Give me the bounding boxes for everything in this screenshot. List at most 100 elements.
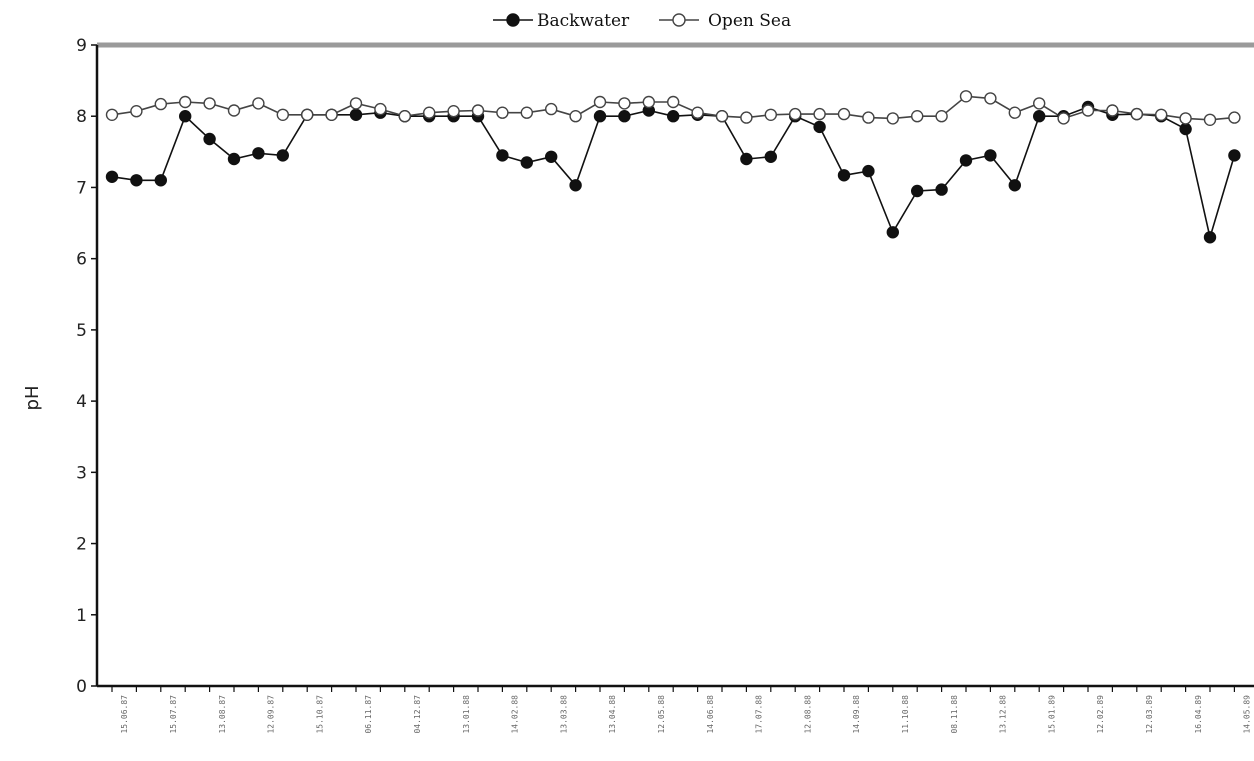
- data-point-backwater: [349, 108, 363, 122]
- data-point-backwater: [1203, 231, 1217, 244]
- x-tick-label: 13.03.88: [559, 695, 568, 734]
- data-point-backwater: [886, 226, 899, 239]
- x-tick-label: 06.11.87: [364, 695, 373, 734]
- data-point-open-sea: [374, 102, 387, 116]
- data-point-open-sea: [715, 109, 729, 123]
- y-tick-label: 9: [76, 36, 87, 56]
- legend-open-sea-marker: [672, 13, 686, 27]
- y-tick-label: 0: [76, 677, 87, 697]
- data-point-open-sea: [178, 95, 192, 109]
- x-tick-label: 11.10.88: [901, 695, 910, 734]
- legend-backwater-marker: [506, 13, 520, 27]
- legend-open-sea-label: Open Sea: [708, 11, 791, 31]
- data-point-open-sea: [984, 92, 997, 105]
- data-point-backwater: [911, 184, 924, 198]
- x-tick-label: 15.07.87: [169, 695, 178, 734]
- data-point-open-sea: [154, 97, 168, 111]
- data-point-open-sea: [203, 97, 216, 110]
- data-point-open-sea: [471, 104, 485, 117]
- x-tick-label: 15.06.87: [120, 695, 129, 734]
- data-point-backwater: [984, 149, 997, 162]
- data-point-open-sea: [496, 106, 509, 119]
- data-point-open-sea: [325, 108, 338, 122]
- x-tick-label: 16.04.89: [1194, 695, 1203, 734]
- data-point-backwater: [593, 109, 607, 123]
- data-point-backwater: [862, 164, 875, 178]
- data-point-backwater: [959, 154, 973, 167]
- data-point-backwater: [105, 170, 119, 184]
- data-point-open-sea: [130, 104, 143, 118]
- data-point-open-sea: [301, 108, 314, 122]
- x-tick-label: 12.09.87: [267, 695, 276, 734]
- data-point-backwater: [130, 174, 143, 187]
- data-point-open-sea: [789, 107, 802, 121]
- data-point-open-sea: [398, 109, 411, 123]
- legend-backwater-label: Backwater: [537, 11, 630, 31]
- legend: Backwater Open Sea: [493, 11, 791, 31]
- data-point-backwater: [569, 179, 582, 192]
- data-point-open-sea: [545, 102, 558, 116]
- data-point-open-sea: [813, 107, 826, 121]
- data-point-open-sea: [837, 107, 851, 121]
- data-point-backwater: [935, 183, 948, 196]
- data-point-open-sea: [1228, 111, 1241, 124]
- data-point-open-sea: [959, 90, 973, 103]
- x-tick-label: 14.06.88: [706, 695, 715, 734]
- data-point-open-sea: [593, 95, 607, 109]
- x-tick-label: 12.05.88: [657, 695, 666, 734]
- data-point-open-sea: [1081, 104, 1095, 117]
- data-point-backwater: [764, 150, 777, 164]
- data-point-open-sea: [569, 109, 582, 123]
- data-point-open-sea: [642, 95, 655, 109]
- x-tick-label: 13.12.88: [999, 695, 1008, 734]
- data-point-backwater: [1228, 149, 1241, 162]
- data-point-open-sea: [447, 104, 460, 118]
- data-point-open-sea: [1057, 112, 1070, 125]
- data-point-open-sea: [276, 108, 289, 122]
- data-point-backwater: [545, 150, 558, 164]
- data-point-backwater: [178, 109, 192, 123]
- data-point-open-sea: [1008, 106, 1021, 119]
- data-point-open-sea: [227, 104, 241, 117]
- data-point-open-sea: [520, 106, 533, 119]
- y-tick-label: 3: [76, 463, 87, 483]
- data-point-open-sea: [911, 109, 924, 123]
- data-point-open-sea: [764, 108, 777, 122]
- x-tick-label: 14.09.88: [852, 695, 861, 734]
- y-ticks: 0 1 2 3 4 5 6 7 8 9: [76, 36, 97, 697]
- y-axis-label: pH: [22, 386, 43, 411]
- series-layer: [105, 90, 1241, 244]
- x-tick-label: 13.01.88: [462, 695, 471, 734]
- data-point-open-sea: [1203, 113, 1217, 127]
- data-point-open-sea: [618, 97, 631, 110]
- data-point-open-sea: [1154, 108, 1168, 122]
- x-tick-label: 14.02.88: [511, 695, 520, 734]
- x-tick-label: 04.12.87: [413, 695, 422, 734]
- data-point-open-sea: [740, 111, 753, 124]
- x-tick-label: 08.11.88: [950, 695, 959, 734]
- data-point-open-sea: [667, 95, 680, 109]
- data-point-backwater: [1179, 122, 1192, 136]
- x-tick-label: 15.01.89: [1047, 695, 1056, 734]
- data-point-backwater: [813, 120, 826, 134]
- x-tick-label: 13.04.88: [608, 695, 617, 734]
- data-point-open-sea: [349, 97, 363, 110]
- data-point-backwater: [740, 152, 753, 166]
- data-point-backwater: [276, 149, 289, 162]
- x-tick-label: 13.08.87: [218, 695, 227, 734]
- data-point-backwater: [1032, 109, 1046, 123]
- data-point-backwater: [227, 152, 241, 166]
- x-tick-label: 15.10.87: [315, 695, 324, 734]
- data-point-backwater: [837, 169, 851, 182]
- x-tick-label: 12.08.88: [803, 695, 812, 734]
- data-point-open-sea: [691, 106, 704, 119]
- data-point-backwater: [667, 109, 680, 123]
- y-tick-label: 1: [76, 606, 87, 626]
- x-ticks: 15.06.87 15.07.87 13.08.87 12.09.87 15.10.87…: [111, 686, 1252, 734]
- data-point-backwater: [154, 174, 168, 187]
- y-tick-label: 2: [76, 535, 87, 555]
- data-point-backwater: [203, 132, 216, 146]
- data-point-backwater: [618, 109, 631, 123]
- data-point-open-sea: [1106, 104, 1119, 117]
